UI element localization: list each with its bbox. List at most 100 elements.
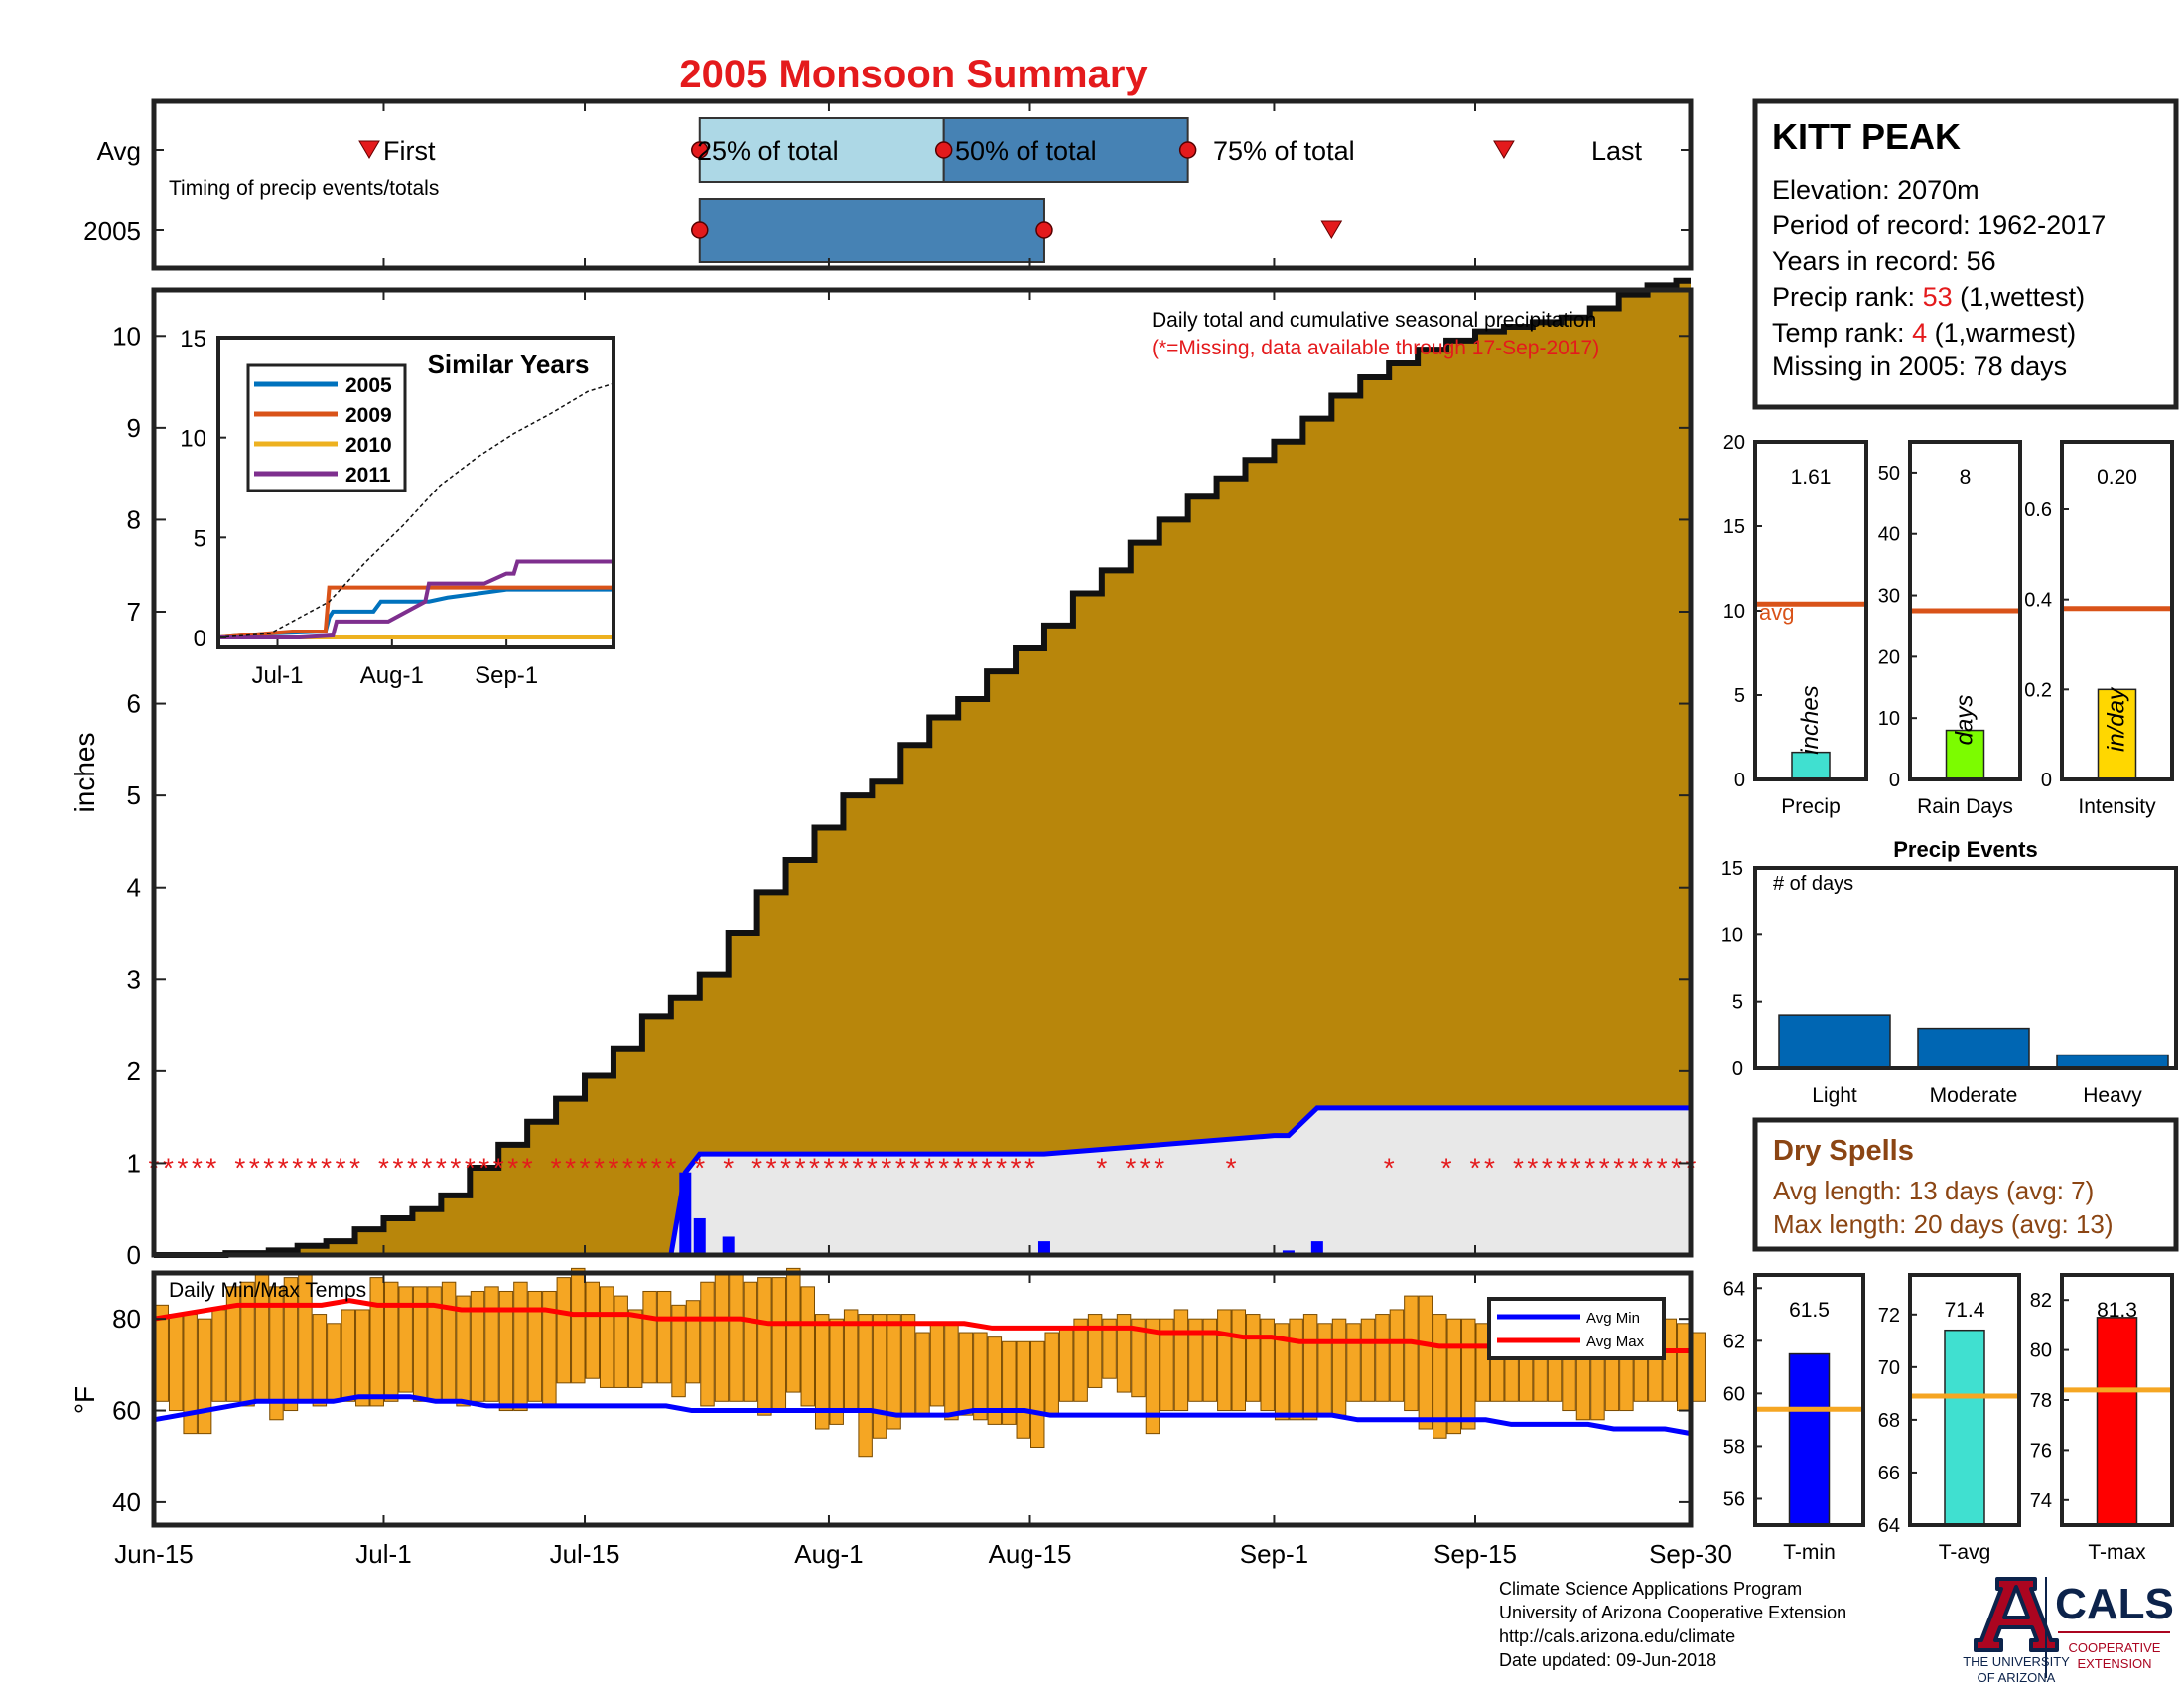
missing-day-marker: * (278, 1152, 289, 1183)
precip-y-tick-label: 3 (127, 964, 141, 994)
missing-day-marker: * (924, 1152, 935, 1183)
cals-wordmark: CALS (2055, 1580, 2174, 1628)
missing-day-marker: * (1657, 1152, 1668, 1183)
daily-temp-bar (470, 1290, 485, 1402)
event-bar-moderate (1917, 1027, 2030, 1069)
daily-temp-bar (872, 1314, 887, 1439)
daily-temp-bar (671, 1304, 686, 1398)
event-label-moderate: Moderate (1930, 1084, 2018, 1107)
timing-first-label: First (383, 136, 436, 166)
station-frame (1752, 98, 2179, 410)
events-y-tick-label: 5 (1732, 992, 1743, 1014)
missing-day-marker: * (953, 1152, 964, 1183)
precip-y-tick-label: 2 (127, 1056, 141, 1086)
daily-temp-bar (1030, 1340, 1045, 1448)
daily-temp-bar (1260, 1318, 1275, 1412)
daily-temp-bar (585, 1281, 600, 1379)
station-temp-rank: Temp rank: 4 (1,warmest) (1772, 318, 2076, 348)
tavg-y-tick-label: 72 (1878, 1305, 1900, 1327)
intensity-frame (2060, 440, 2174, 781)
legend-avg-min-label: Avg Min (1586, 1310, 1640, 1327)
x-tick-label: Sep-30 (1649, 1539, 1732, 1569)
tavg-bar (1944, 1329, 1985, 1526)
missing-day-marker: * (1024, 1152, 1035, 1183)
daily-temp-bar (1389, 1309, 1405, 1402)
daily-temp-bar (1331, 1318, 1347, 1416)
daily-temp-bar (355, 1309, 370, 1407)
daily-temp-bar (599, 1286, 614, 1388)
daily-temp-bar (973, 1332, 988, 1421)
missing-day-marker: * (450, 1152, 461, 1183)
x-tick-label: Jul-1 (355, 1539, 411, 1569)
daily-temp-bar (900, 1314, 916, 1416)
legend-2010-label: 2010 (345, 434, 392, 457)
missing-day-marker: * (723, 1152, 734, 1183)
precip-y-tick-label: 5 (127, 780, 141, 810)
timing-2005-box (698, 198, 1045, 263)
temps-legend: Avg Min Avg Max (1487, 1297, 1666, 1360)
missing-day-marker: * (292, 1152, 303, 1183)
station-missing: Missing in 2005: 78 days (1772, 352, 2067, 381)
missing-day-marker: * (436, 1152, 447, 1183)
daily-temp-bar (383, 1281, 399, 1402)
missing-day-marker: * (349, 1152, 360, 1183)
timing-avg-25-50-box (698, 117, 945, 183)
ua-name-line2: OF ARIZONA (1978, 1670, 2056, 1685)
events-title: Precip Events (1893, 837, 2038, 862)
precip-missing-note: (*=Missing, data available through 17-Se… (1152, 337, 1599, 359)
missing-day-marker: * (307, 1152, 318, 1183)
intensity-y-tick-label: 0.2 (2024, 679, 2052, 701)
missing-day-marker: * (263, 1152, 274, 1183)
daily-temp-bar (1360, 1318, 1376, 1402)
daily-temp-bar (1073, 1318, 1088, 1402)
tavg-y-tick-label: 68 (1878, 1410, 1900, 1432)
missing-day-marker: * (378, 1152, 389, 1183)
rain-days-y-tick-label: 30 (1878, 586, 1900, 608)
missing-day-marker: * (465, 1152, 476, 1183)
timing-last-label: Last (1591, 136, 1643, 166)
daily-temp-bar (814, 1314, 830, 1430)
missing-day-marker: * (1441, 1152, 1452, 1183)
inset-series-2009 (217, 585, 614, 639)
precip-total-y-tick-label: 15 (1723, 516, 1745, 538)
cals-sub2: EXTENSION (2077, 1656, 2151, 1671)
daily-temp-bar (556, 1277, 572, 1384)
missing-day-marker: * (1125, 1152, 1136, 1183)
tmin-bar (1788, 1352, 1831, 1526)
daily-temp-bar (312, 1314, 328, 1407)
intensity-bar (2097, 688, 2137, 780)
temps-avg_min-line (153, 1394, 1692, 1437)
avg-precip-area (154, 1107, 1691, 1255)
cals-sub1: COOPERATIVE (2069, 1640, 2161, 1655)
missing-day-marker: * (565, 1152, 576, 1183)
daily-temp-bar (958, 1332, 974, 1416)
missing-day-marker: * (507, 1152, 518, 1183)
daily-precip-bar (693, 1217, 706, 1255)
tmin-value-label: 61.5 (1789, 1299, 1830, 1322)
temps-frame (151, 1270, 1694, 1528)
rain-days-y-tick-label: 10 (1878, 708, 1900, 730)
chart-title: 2005 Monsoon Summary (679, 53, 1148, 96)
avg-precip-line (154, 1105, 1691, 1258)
daily-temp-bar (269, 1286, 284, 1421)
missing-day-marker: * (824, 1152, 835, 1183)
inset-x-tick-label: Sep-1 (475, 662, 538, 689)
missing-day-marker: * (478, 1152, 489, 1183)
daily-temp-bar (729, 1272, 744, 1402)
credits-line2: University of Arizona Cooperative Extens… (1499, 1603, 1847, 1622)
precip-y-tick-label: 7 (127, 597, 141, 627)
intensity-value-label: 0.20 (2097, 466, 2137, 489)
daily-temp-bar (1418, 1295, 1433, 1430)
temps-label: Daily Min/Max Temps (169, 1279, 366, 1302)
season-stats-panels: 0 5 10 15 20 1.61 inches avg Precip 0 10 20 30 40 50 8 d… (1723, 432, 2174, 818)
timing-avg-p75-marker (1178, 141, 1197, 159)
missing-day-marker: * (163, 1152, 174, 1183)
rain-days-bar (1945, 729, 1985, 780)
precip-events-panel: Precip Events Light Moderate Heavy 0 5 10 15 #… (1721, 837, 2178, 1107)
precip-total-bar (1791, 751, 1831, 780)
precip-note: Daily total and cumulative seasonal prec… (1152, 309, 1596, 332)
missing-day-marker: * (1613, 1152, 1624, 1183)
daily-temp-bar (915, 1332, 930, 1416)
credits-line3: http://cals.arizona.edu/climate (1499, 1626, 1736, 1646)
events-y-tick-label: 10 (1721, 924, 1743, 946)
